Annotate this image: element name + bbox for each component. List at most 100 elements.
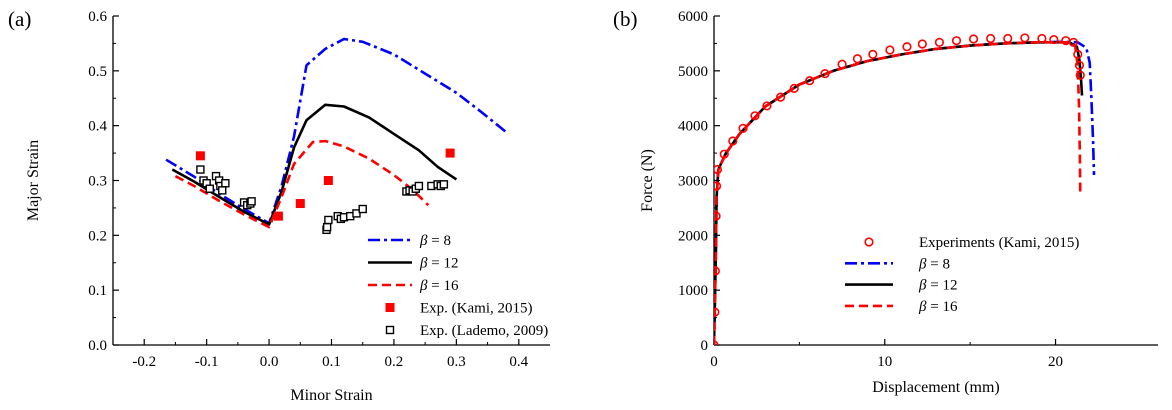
y-tick-label: 3000 [678,174,708,190]
data-point [221,179,230,188]
x-tick-label: 0.0 [260,354,279,370]
legend-value: = 8 [926,256,949,272]
series-line-3 [714,41,1082,345]
legend-label: β = 8 [419,233,451,249]
legend-label: β = 12 [918,278,957,294]
data-point [775,92,786,102]
y-tick-label: 0.1 [88,283,107,299]
x-tick-label: 0.2 [385,354,404,370]
data-point [196,165,205,174]
data-point [714,266,720,276]
data-area [714,33,1096,345]
data-point [1037,33,1047,44]
data-point [295,199,305,209]
x-tick-label: -0.2 [132,354,156,370]
chart-panel-0: 0.0 0.1 0.2 0.3 0.4 0.5 0.6 -0.2 -0.1 0.0 0.1 0.2 0.… [8,7,550,404]
y-axis-label: Force (N) [639,149,656,212]
data-point [195,151,205,161]
data-point [951,36,962,46]
legend-label: β = 8 [918,256,950,272]
legend-beta: β [419,256,428,272]
data-point [205,184,214,193]
data-point [714,307,720,317]
data-point [1073,49,1083,59]
data-point [1020,33,1030,43]
data-point [805,76,815,86]
data-point [789,83,799,93]
x-tick-label: 20 [1048,354,1063,370]
x-tick-label: 10 [877,354,892,370]
legend-beta: β [918,299,927,315]
y-tick-label: 6000 [678,9,708,25]
legend: Experiments (Kami, 2015)β = 8β = 12β = 1… [845,235,1079,315]
y-tick-label: 0.2 [88,228,107,244]
data-point [852,54,863,64]
legend-beta: β [918,256,927,272]
data-point [968,34,979,44]
data-point [323,176,333,185]
legend-value: = 16 [926,299,957,315]
data-point [762,101,772,111]
legend-label: β = 12 [419,256,458,272]
legend-beta: β [419,233,428,249]
data-point [1049,34,1059,45]
panel-label: (b) [613,7,638,31]
y-tick-label: 0.0 [88,338,107,354]
legend-marker [385,325,395,335]
data-point [218,186,227,195]
data-point [358,204,367,214]
panel-label: (a) [8,7,31,31]
x-tick-label: 0.3 [447,354,466,370]
data-point [414,181,424,191]
data-point [837,59,847,69]
data-point [917,39,927,49]
legend-label: β = 16 [419,278,459,294]
legend-beta: β [419,278,428,294]
data-point [714,211,721,221]
data-point [885,45,895,55]
data-point [273,211,283,221]
legend-label: β = 16 [918,299,958,315]
series-line-0 [165,37,508,225]
y-tick-label: 1000 [678,283,708,299]
data-point [1074,60,1085,70]
data-point [439,180,449,189]
series-line-1 [171,103,458,226]
data-point [1003,33,1013,44]
x-tick-label: -0.1 [195,354,219,370]
data-point [714,181,722,191]
data-point [247,197,256,206]
x-axis-label: Minor Strain [290,387,372,404]
legend-value: = 16 [427,278,458,294]
y-tick-label: 0.6 [88,9,107,25]
data-point [714,340,719,345]
series-line-2 [714,41,1084,345]
data-point [719,149,729,159]
data-point [934,37,945,47]
x-tick-label: 0 [710,354,718,370]
legend-marker [864,237,874,247]
legend-value: = 12 [926,278,957,294]
legend-beta: β [918,278,927,294]
series-line-2 [174,139,430,229]
legend-value: = 12 [427,256,458,272]
data-point [738,123,748,134]
y-tick-label: 2000 [678,228,708,244]
y-tick-label: 0 [701,338,709,354]
data-point [902,42,912,52]
data-point [322,222,332,232]
data-point [324,215,333,225]
x-tick-label: 0.4 [509,354,528,370]
y-tick-label: 0.5 [88,64,107,80]
data-point [714,164,723,175]
legend-label: Experiments (Kami, 2015) [919,235,1079,251]
data-point [352,209,361,218]
legend-label: Exp. (Kami, 2015) [420,301,532,317]
y-tick-label: 4000 [678,119,708,135]
series-line-1 [714,40,1096,345]
data-point [820,68,830,79]
data-point [868,49,878,59]
x-axis-label: Displacement (mm) [872,379,1000,396]
